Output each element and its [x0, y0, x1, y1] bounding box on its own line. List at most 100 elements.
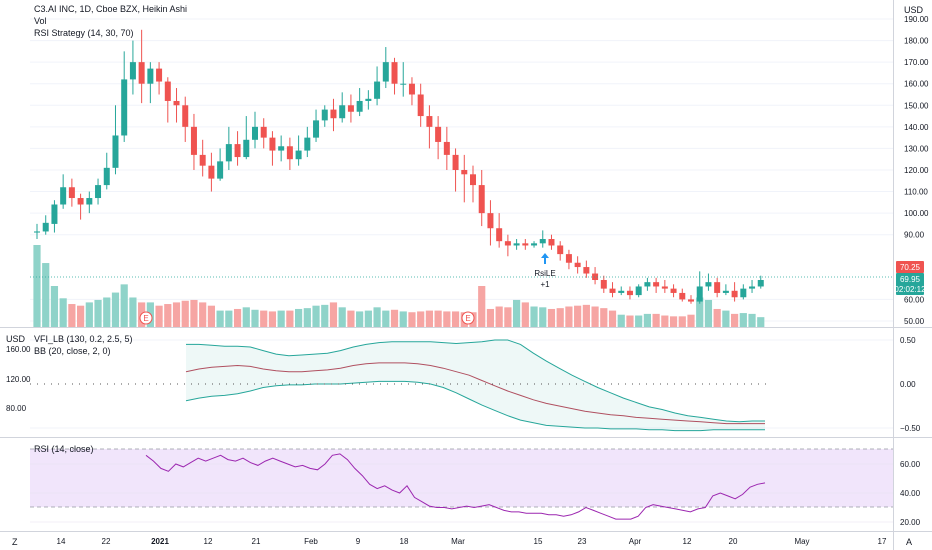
bb-basis-line — [185, 362, 765, 425]
vfi-legend[interactable]: VFI_LB (130, 0.2, 2.5, 5) — [34, 334, 133, 344]
candle-body — [443, 141, 450, 155]
candle-body — [208, 165, 215, 179]
candle-body — [278, 146, 285, 151]
rsi-line — [145, 453, 766, 520]
candle-body — [199, 154, 206, 166]
candle-body — [173, 100, 180, 106]
volume-bar — [495, 306, 503, 327]
volume-bar — [111, 292, 120, 327]
auto-scale-button[interactable]: A — [906, 537, 913, 547]
volume-bar — [390, 309, 399, 327]
candle-body — [408, 83, 415, 95]
volume-bar — [757, 317, 765, 327]
vfi-pane[interactable]: 0.50 0.00 −0.50 160.00 120.00 80.00 — [6, 336, 921, 433]
volume-bar — [329, 302, 338, 327]
volume-bar — [399, 311, 407, 327]
vfi-tick-label: 0.50 — [900, 336, 916, 345]
candle-body — [609, 288, 616, 293]
volume-bar — [103, 297, 111, 327]
candle-body — [365, 98, 372, 101]
candle-body — [252, 126, 258, 140]
candle-body — [77, 198, 84, 205]
volume-bar — [181, 300, 189, 327]
candle-body — [740, 288, 747, 298]
volume-bar — [582, 304, 590, 327]
candle-body — [129, 62, 136, 80]
vfi-tick-label: −0.50 — [900, 424, 921, 433]
candle-body — [138, 62, 145, 84]
candle-body — [592, 273, 599, 280]
candle-body — [269, 137, 276, 151]
candle-body — [731, 290, 738, 298]
earnings-marker-2[interactable]: E — [461, 311, 475, 325]
volume-bar — [242, 307, 250, 327]
volume-bar — [626, 315, 634, 327]
time-axis[interactable]: 14 22 2021 12 21 Feb 9 18 Mar 15 23 Apr 12 20 May 17 — [57, 537, 887, 546]
price-tick-label: 140.00 — [904, 123, 929, 132]
candle-body — [339, 105, 346, 119]
candle-body — [156, 68, 163, 82]
time-tick-label: 9 — [356, 537, 361, 546]
volume-bar — [748, 313, 756, 327]
candle-body — [121, 79, 128, 136]
vfi-left-tick-label: 120.00 — [6, 375, 31, 384]
candle-body — [304, 137, 311, 151]
volume-bar — [216, 310, 224, 327]
volume-bar — [129, 297, 137, 327]
candle-body — [147, 68, 154, 84]
volume-bar — [417, 311, 425, 327]
svg-text:69.95: 69.95 — [900, 275, 921, 284]
volume-bar — [556, 308, 564, 327]
svg-text:E: E — [143, 314, 148, 323]
earnings-marker-1[interactable]: E — [139, 311, 153, 325]
time-tick-label: 15 — [534, 537, 543, 546]
time-tick-label: 22 — [102, 537, 111, 546]
price-pane[interactable]: 190.00 180.00 170.00 160.00 150.00 140.00 130.… — [30, 15, 929, 327]
candle-body — [635, 286, 642, 296]
candle-body — [190, 126, 197, 155]
signal-marker[interactable]: RsiLE +1 — [534, 253, 556, 289]
volume-bar — [547, 308, 556, 327]
volume-bar — [643, 313, 651, 327]
price-tick-label: 60.00 — [904, 295, 925, 304]
volume-bar — [155, 305, 163, 327]
candle-body — [182, 105, 189, 127]
vfi-currency-label: USD — [6, 334, 26, 344]
candle-body — [400, 83, 407, 85]
volume-legend[interactable]: Vol — [34, 16, 47, 26]
rsi-pane[interactable]: 60.00 40.00 20.00 — [30, 448, 921, 527]
bb-band-fill — [186, 340, 765, 431]
volume-bar — [574, 305, 582, 327]
candle-body — [626, 290, 633, 296]
candle-body — [670, 288, 677, 293]
volume-bar — [50, 286, 59, 327]
volume-bar — [486, 308, 495, 327]
price-tick-label: 170.00 — [904, 58, 929, 67]
volume-bar — [565, 306, 573, 327]
candle-body — [749, 286, 756, 289]
candle-body — [539, 239, 546, 244]
candle-body — [435, 126, 442, 142]
currency-label[interactable]: USD — [904, 5, 924, 15]
volume-bar — [425, 310, 433, 327]
candle-body — [68, 187, 75, 199]
candle-body — [42, 222, 49, 232]
rsi-legend[interactable]: RSI (14, close) — [34, 444, 94, 454]
volume-bar — [59, 298, 67, 327]
volume-bar — [696, 297, 704, 327]
strategy-legend[interactable]: RSI Strategy (14, 30, 70) — [34, 28, 134, 38]
candle-body — [600, 279, 607, 289]
timezone-button[interactable]: Z — [12, 537, 18, 547]
bb-legend[interactable]: BB (20, close, 2, 0) — [34, 346, 111, 356]
price-tick-label: 50.00 — [904, 317, 925, 326]
volume-bar — [251, 309, 259, 327]
candle-body — [583, 267, 590, 274]
volume-bar — [233, 308, 242, 327]
symbol-title[interactable]: C3.AI INC, 1D, Cboe BZX, Heikin Ashi — [34, 4, 188, 14]
volume-bar — [172, 302, 181, 327]
candle-body — [234, 144, 241, 158]
svg-text:E: E — [465, 314, 470, 323]
volume-bar — [408, 312, 416, 327]
volume-bar — [661, 315, 669, 327]
